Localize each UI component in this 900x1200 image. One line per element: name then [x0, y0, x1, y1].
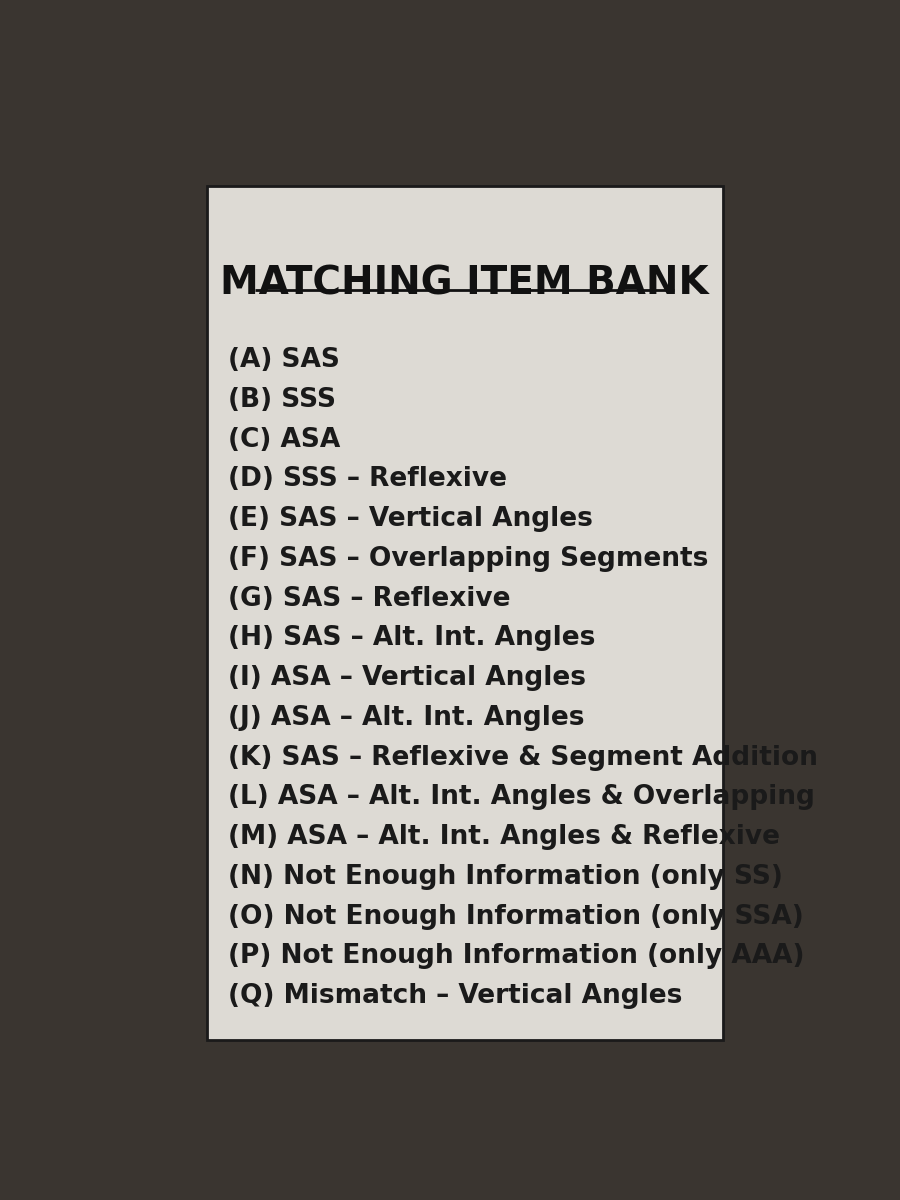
Text: (E) SAS – Vertical Angles: (E) SAS – Vertical Angles: [228, 506, 592, 533]
Text: (N) Not Enough Information (only SS): (N) Not Enough Information (only SS): [228, 864, 782, 889]
Text: (D) SSS – Reflexive: (D) SSS – Reflexive: [228, 467, 507, 492]
Text: (I) ASA – Vertical Angles: (I) ASA – Vertical Angles: [228, 665, 586, 691]
Text: (L) ASA – Alt. Int. Angles & Overlapping: (L) ASA – Alt. Int. Angles & Overlapping: [228, 785, 814, 810]
Text: (O) Not Enough Information (only SSA): (O) Not Enough Information (only SSA): [228, 904, 804, 930]
Text: (K) SAS – Reflexive & Segment Addition: (K) SAS – Reflexive & Segment Addition: [228, 744, 817, 770]
Text: (H) SAS – Alt. Int. Angles: (H) SAS – Alt. Int. Angles: [228, 625, 595, 652]
Text: (J) ASA – Alt. Int. Angles: (J) ASA – Alt. Int. Angles: [228, 704, 584, 731]
Text: (P) Not Enough Information (only AAA): (P) Not Enough Information (only AAA): [228, 943, 804, 970]
Text: (C) ASA: (C) ASA: [228, 427, 340, 452]
Text: (F) SAS – Overlapping Segments: (F) SAS – Overlapping Segments: [228, 546, 708, 572]
Text: (M) ASA – Alt. Int. Angles & Reflexive: (M) ASA – Alt. Int. Angles & Reflexive: [228, 824, 779, 850]
Text: (A) SAS: (A) SAS: [228, 347, 339, 373]
FancyBboxPatch shape: [207, 186, 723, 1040]
Text: MATCHING ITEM BANK: MATCHING ITEM BANK: [220, 264, 709, 302]
Text: (G) SAS – Reflexive: (G) SAS – Reflexive: [228, 586, 510, 612]
Text: (Q) Mismatch – Vertical Angles: (Q) Mismatch – Vertical Angles: [228, 983, 682, 1009]
Text: (B) SSS: (B) SSS: [228, 388, 336, 413]
